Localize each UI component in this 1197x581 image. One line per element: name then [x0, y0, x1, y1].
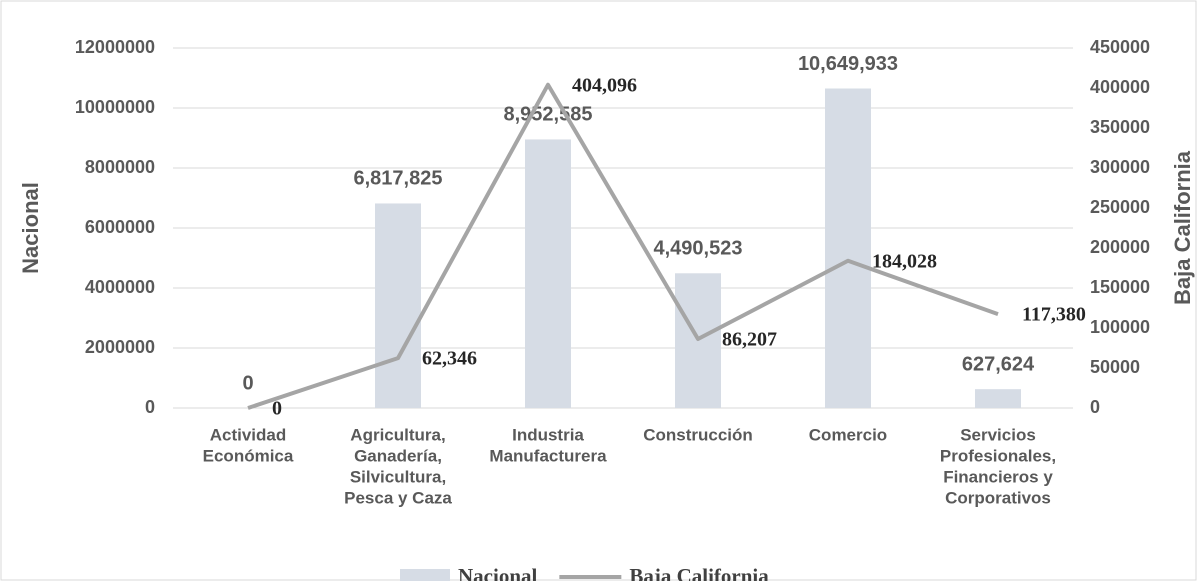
- x-tick-label: Construcción: [643, 425, 753, 444]
- legend-swatch: [400, 569, 450, 581]
- legend-label: Nacional: [458, 564, 538, 581]
- line-value-label: 62,346: [422, 348, 477, 370]
- bar-value-label: 4,490,523: [654, 238, 743, 260]
- y2-tick-label: 400000: [1090, 77, 1150, 97]
- y2-tick-label: 50000: [1090, 357, 1140, 377]
- line-value-label: 86,207: [722, 329, 777, 351]
- y2-tick-label: 200000: [1090, 237, 1150, 257]
- y-axis-title: Nacional: [18, 182, 43, 274]
- x-tick-label: Corporativos: [945, 488, 1051, 507]
- line-value-label: 184,028: [872, 250, 937, 272]
- x-tick-label: Pesca y Caza: [344, 488, 452, 507]
- x-tick-label: Actividad: [210, 425, 287, 444]
- bar-value-label: 0: [242, 372, 253, 394]
- y-tick-label: 0: [145, 397, 155, 417]
- y2-tick-label: 350000: [1090, 117, 1150, 137]
- y-tick-label: 12000000: [75, 37, 155, 57]
- bar: [375, 203, 421, 408]
- y-tick-label: 2000000: [85, 337, 155, 357]
- bar-value-label: 8,952,585: [504, 104, 593, 126]
- bar-value-label: 6,817,825: [354, 168, 443, 190]
- x-tick-label: Agricultura,: [350, 425, 445, 444]
- y2-tick-label: 150000: [1090, 277, 1150, 297]
- bar: [825, 88, 871, 408]
- bar-value-label: 10,649,933: [798, 53, 898, 75]
- x-tick-label: Industria: [512, 425, 584, 444]
- x-tick-label: Económica: [203, 446, 294, 465]
- line-value-label: 404,096: [572, 74, 637, 96]
- x-tick-label: Profesionales,: [940, 446, 1056, 465]
- y2-tick-label: 450000: [1090, 37, 1150, 57]
- line: [247, 82, 999, 410]
- y2-tick-label: 100000: [1090, 317, 1150, 337]
- y2-tick-label: 300000: [1090, 157, 1150, 177]
- y-tick-label: 4000000: [85, 277, 155, 297]
- bar: [975, 389, 1021, 408]
- y-tick-label: 8000000: [85, 157, 155, 177]
- line-value-label: 117,380: [1022, 304, 1086, 326]
- y2-tick-label: 0: [1090, 397, 1100, 417]
- x-tick-label: Servicios: [960, 425, 1036, 444]
- x-tick-label: Comercio: [809, 425, 887, 444]
- bar-value-label: 627,624: [962, 353, 1035, 375]
- y-tick-label: 10000000: [75, 97, 155, 117]
- x-tick-label: Silvicultura,: [350, 467, 446, 486]
- y-tick-label: 6000000: [85, 217, 155, 237]
- bar: [525, 139, 571, 408]
- x-tick-label: Ganadería,: [354, 446, 442, 465]
- line-value-label: 0: [272, 398, 282, 420]
- y2-axis-title: Baja California: [1170, 150, 1195, 305]
- x-tick-label: Manufacturera: [489, 446, 607, 465]
- x-tick-label: Financieros y: [943, 467, 1053, 486]
- y2-tick-label: 250000: [1090, 197, 1150, 217]
- legend-label: Baja California: [629, 564, 769, 581]
